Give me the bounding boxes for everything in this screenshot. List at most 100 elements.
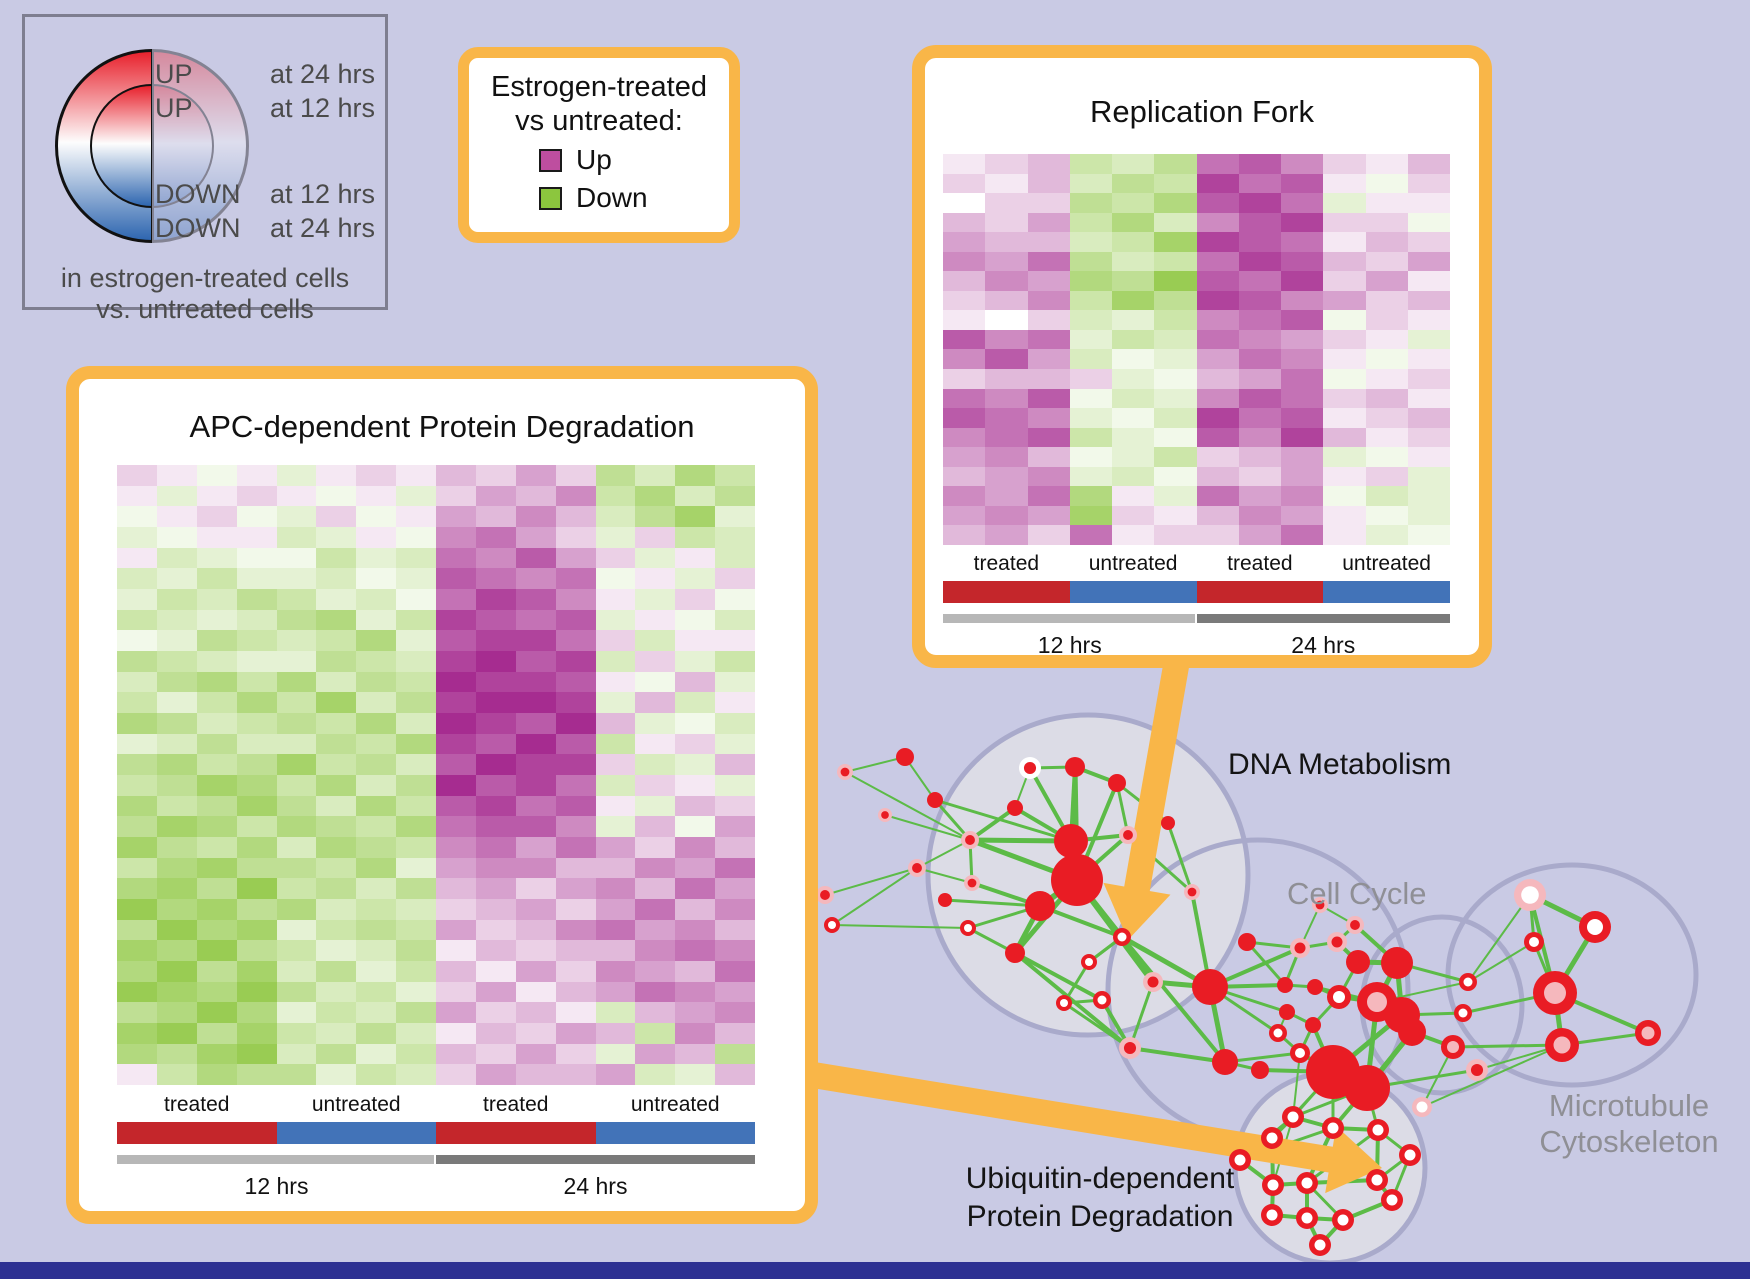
- heatmap-cell: [475, 960, 516, 982]
- network-edge: [1377, 1128, 1411, 1157]
- score-down-24-time: at 24 hrs: [269, 213, 375, 243]
- network-node-red-ring-white-center: [1296, 1207, 1318, 1229]
- heatmap-cell: [1112, 408, 1155, 428]
- network-edge: [1100, 998, 1132, 1050]
- heatmap-cell: [1281, 251, 1324, 272]
- heatmap-cell: [943, 329, 986, 350]
- network-node-solid-red: [1344, 1065, 1390, 1111]
- cluster-ubiquitin: [1232, 1070, 1428, 1266]
- heatmap-cell: [356, 1002, 397, 1023]
- network-node-center: [1314, 1239, 1326, 1251]
- heatmap-cell: [117, 754, 157, 775]
- legend-row-up: Up: [539, 144, 659, 176]
- score-caption-line1: in estrogen-treated cells: [60, 263, 350, 293]
- network-edge: [1063, 998, 1103, 1005]
- network-edge: [1306, 1128, 1379, 1185]
- network-edge: [1452, 1043, 1563, 1049]
- heatmap-cell: [715, 857, 755, 879]
- heatmap-cell: [436, 1064, 476, 1085]
- heatmap-cell: [1238, 486, 1281, 506]
- heatmap-cell: [515, 795, 556, 817]
- heatmap-cell: [595, 547, 636, 569]
- heatmap-cell: [1365, 193, 1408, 213]
- heatmap-cell: [675, 671, 716, 693]
- heatmap-cell: [635, 671, 676, 693]
- heatmap-cell: [515, 609, 556, 631]
- network-node-solid-red: [1251, 1061, 1269, 1079]
- network-edge: [968, 806, 1017, 842]
- heatmap-cell: [715, 547, 755, 569]
- heatmap-cell: [196, 816, 237, 837]
- heatmap-cell: [117, 588, 157, 610]
- network-node-center: [1273, 1028, 1283, 1038]
- heatmap-cell: [1027, 173, 1070, 194]
- heatmap-cell: [1281, 349, 1324, 370]
- heatmap-cell: [475, 1002, 516, 1023]
- network-edge: [1299, 940, 1338, 950]
- network-node-red-ring-white-center: [1262, 1174, 1284, 1196]
- heatmap-cell: [1154, 251, 1197, 272]
- heatmap-cell: [675, 919, 716, 941]
- heatmap-cell: [555, 898, 596, 920]
- heatmap-cell: [943, 232, 986, 252]
- network-edge: [1259, 1068, 1334, 1074]
- network-edge: [831, 867, 918, 926]
- network-edge: [1411, 1030, 1454, 1049]
- heatmap-cell: [1281, 486, 1324, 506]
- heatmap-cell: [316, 465, 357, 486]
- heatmap-cell: [515, 1022, 556, 1044]
- heatmap-cell: [1407, 427, 1450, 448]
- heatmap-cell: [1154, 525, 1197, 545]
- score-down-12-time: at 12 hrs: [269, 179, 375, 209]
- heatmap-cell: [1238, 447, 1281, 467]
- heatmap-cell: [1281, 154, 1324, 174]
- heatmap-cell: [555, 919, 596, 941]
- network-node-center: [1267, 1179, 1279, 1191]
- heatmap-cell: [396, 940, 436, 961]
- heatmap-cell: [396, 1064, 436, 1085]
- network-node-solid-red: [1381, 947, 1413, 979]
- heatmap-cell: [1407, 369, 1450, 389]
- heatmap-cell: [943, 271, 986, 291]
- network-edge: [1365, 1030, 1414, 1090]
- heatmap-cell: [635, 878, 676, 899]
- heatmap-cell: [1323, 329, 1366, 350]
- heatmap-cell: [356, 857, 397, 879]
- heatmap-cell: [396, 568, 436, 589]
- heatmap-cell: [675, 485, 716, 507]
- heatmap-cell: [985, 329, 1028, 350]
- network-node-white-ring-red-center: [1019, 757, 1041, 779]
- network-edge: [1332, 1126, 1379, 1132]
- heatmap-cell: [675, 733, 716, 755]
- heatmap-cell: [1281, 525, 1324, 545]
- heatmap-cell: [1365, 212, 1408, 233]
- heatmap-cell: [196, 836, 237, 858]
- heatmap-cell: [595, 898, 636, 920]
- heatmap-cell: [276, 609, 317, 631]
- heatmap-cell: [475, 836, 516, 858]
- heatmap-cell: [117, 919, 157, 941]
- heatmap-cell: [985, 369, 1028, 389]
- heatmap-cell: [316, 609, 357, 631]
- heatmap-cell: [196, 650, 237, 672]
- heatmap-cell: [356, 774, 397, 796]
- network-node-pink-ring-red-center: [961, 831, 979, 849]
- heatmap-cell: [1323, 447, 1366, 467]
- network-edge: [1239, 1115, 1294, 1162]
- heatmap-cell: [635, 630, 676, 651]
- network-node-solid-red: [1192, 969, 1228, 1005]
- heatmap-cell: [985, 310, 1028, 330]
- heatmap-cell: [356, 816, 397, 837]
- network-edge: [1152, 979, 1211, 990]
- heatmap-cell: [985, 427, 1028, 448]
- heatmap-cell: [396, 547, 436, 569]
- heatmap-cell: [276, 898, 317, 920]
- network-edge: [1331, 1068, 1369, 1092]
- heatmap-cell: [515, 857, 556, 879]
- network-node-solid-red: [1212, 1049, 1238, 1075]
- heatmap-cell: [635, 795, 676, 817]
- heatmap-cell: [715, 609, 755, 631]
- network-node-pink-ring-red-center: [816, 886, 834, 904]
- heatmap-cell: [635, 836, 676, 858]
- heatmap-cell: [985, 232, 1028, 252]
